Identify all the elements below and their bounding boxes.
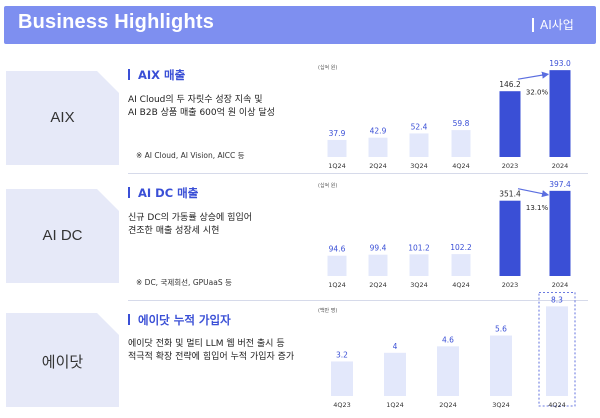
bar-2023 bbox=[499, 200, 521, 276]
bar-3Q24 bbox=[490, 335, 512, 396]
bar-4Q24 bbox=[546, 306, 568, 396]
x-tick-label: 2Q24 bbox=[369, 162, 387, 170]
row-description-aidc: 신규 DC의 가동률 상승에 힘입어 견조한 매출 성장세 시현 bbox=[128, 213, 253, 236]
value-label: 102.2 bbox=[450, 243, 472, 252]
row-note-aix: ※ AI Cloud, AI Vision, AICC 등 bbox=[136, 151, 245, 160]
value-label: 193.0 bbox=[549, 59, 571, 68]
value-label: 94.6 bbox=[329, 245, 346, 254]
chart-layer: (십억 원) 37.9 1Q24 42.9 2Q24 52.4 3Q24 59.8 4Q24 14… bbox=[318, 59, 576, 409]
row-description-aix: AI Cloud의 두 자릿수 성장 지속 및 AI B2B 상품 매출 600… bbox=[128, 95, 275, 118]
growth-arrow bbox=[517, 71, 550, 80]
x-tick-label: 1Q24 bbox=[328, 281, 346, 289]
row-title-aix: AIX 매출 bbox=[128, 67, 185, 83]
bar-2Q24 bbox=[368, 254, 388, 276]
x-tick-label: 3Q24 bbox=[410, 162, 428, 170]
row-title-adot: 에이닷 누적 가입자 bbox=[128, 312, 231, 328]
bar-3Q24 bbox=[409, 133, 429, 157]
bar-3Q24 bbox=[409, 254, 429, 276]
value-label: 3.2 bbox=[336, 350, 348, 359]
bar-2Q24 bbox=[437, 346, 459, 396]
page-title: Business Highlights bbox=[18, 11, 215, 33]
segment-label: AI DC bbox=[42, 227, 83, 244]
growth-arrow bbox=[517, 188, 550, 198]
segment-box-aix: AIX bbox=[6, 71, 119, 165]
bar-1Q24 bbox=[384, 352, 406, 396]
highlight-box bbox=[538, 291, 576, 407]
value-label: 99.4 bbox=[370, 244, 387, 253]
value-label: 397.4 bbox=[549, 180, 571, 189]
header-separator bbox=[532, 18, 534, 32]
row-title-aidc: AI DC 매출 bbox=[128, 185, 198, 201]
segment-label: AIX bbox=[50, 109, 75, 126]
x-tick-label: 1Q24 bbox=[328, 162, 346, 170]
bar-2023 bbox=[499, 91, 521, 157]
x-tick-label: 2023 bbox=[502, 162, 519, 170]
value-label: 146.2 bbox=[499, 80, 521, 89]
segment-box-aidc: AI DC bbox=[6, 189, 119, 283]
bar-4Q24 bbox=[451, 254, 471, 276]
row-divider bbox=[128, 300, 588, 301]
segment-label: 에이닷 bbox=[41, 354, 84, 371]
chart-unit-label: (십억 원) bbox=[318, 64, 337, 71]
title-marker bbox=[128, 187, 130, 198]
title-marker bbox=[128, 314, 130, 325]
title-marker bbox=[128, 69, 130, 80]
bar-4Q23 bbox=[331, 361, 353, 396]
x-tick-label: 4Q24 bbox=[452, 281, 470, 289]
value-label: 52.4 bbox=[411, 122, 428, 131]
x-tick-label: 1Q24 bbox=[386, 401, 404, 409]
row-description-adot: 에이닷 전화 및 멀티 LLM 웹 버전 출시 등 적극적 확장 전략에 힘입어… bbox=[128, 339, 295, 362]
value-label: 59.8 bbox=[453, 119, 470, 128]
bar-1Q24 bbox=[327, 255, 347, 276]
x-tick-label: 4Q23 bbox=[333, 401, 351, 409]
bar-4Q24 bbox=[451, 130, 471, 157]
x-tick-label: 2024 bbox=[552, 281, 569, 289]
value-label: 351.4 bbox=[499, 190, 521, 199]
x-tick-label: 2Q24 bbox=[439, 401, 457, 409]
value-label: 4.6 bbox=[442, 335, 454, 344]
bar-2024 bbox=[549, 190, 571, 276]
growth-rate-label: 32.0% bbox=[526, 89, 549, 97]
value-label: 8.3 bbox=[551, 295, 563, 304]
bar-2024 bbox=[549, 70, 571, 157]
x-tick-label: 4Q24 bbox=[452, 162, 470, 170]
chart-unit-label: (십억 원) bbox=[318, 182, 337, 189]
x-tick-label: 4Q24 bbox=[548, 401, 566, 409]
bar-2Q24 bbox=[368, 137, 388, 157]
row-note-aidc: ※ DC, 국제회선, GPUaaS 등 bbox=[136, 278, 232, 287]
row-title-text: AIX 매출 bbox=[138, 68, 186, 82]
value-label: 101.2 bbox=[408, 243, 430, 252]
header-banner: Business Highlights AI사업 bbox=[4, 6, 596, 44]
x-tick-label: 2Q24 bbox=[369, 281, 387, 289]
value-label: 42.9 bbox=[370, 127, 387, 136]
row-divider bbox=[128, 173, 588, 174]
chart-unit-label: (백만 명) bbox=[318, 307, 337, 314]
row-title-text: 에이닷 누적 가입자 bbox=[138, 313, 231, 327]
value-label: 5.6 bbox=[495, 325, 507, 334]
x-tick-label: 2023 bbox=[502, 281, 519, 289]
value-label: 37.9 bbox=[329, 129, 346, 138]
row-title-text: AI DC 매출 bbox=[138, 186, 199, 200]
value-label: 4 bbox=[393, 342, 398, 351]
segment-box-adot: 에이닷 bbox=[6, 313, 119, 407]
x-tick-label: 3Q24 bbox=[492, 401, 510, 409]
x-tick-label: 2024 bbox=[552, 162, 569, 170]
section-label: AI사업 bbox=[540, 18, 574, 32]
growth-rate-label: 13.1% bbox=[526, 204, 549, 212]
bar-1Q24 bbox=[327, 139, 347, 157]
x-tick-label: 3Q24 bbox=[410, 281, 428, 289]
